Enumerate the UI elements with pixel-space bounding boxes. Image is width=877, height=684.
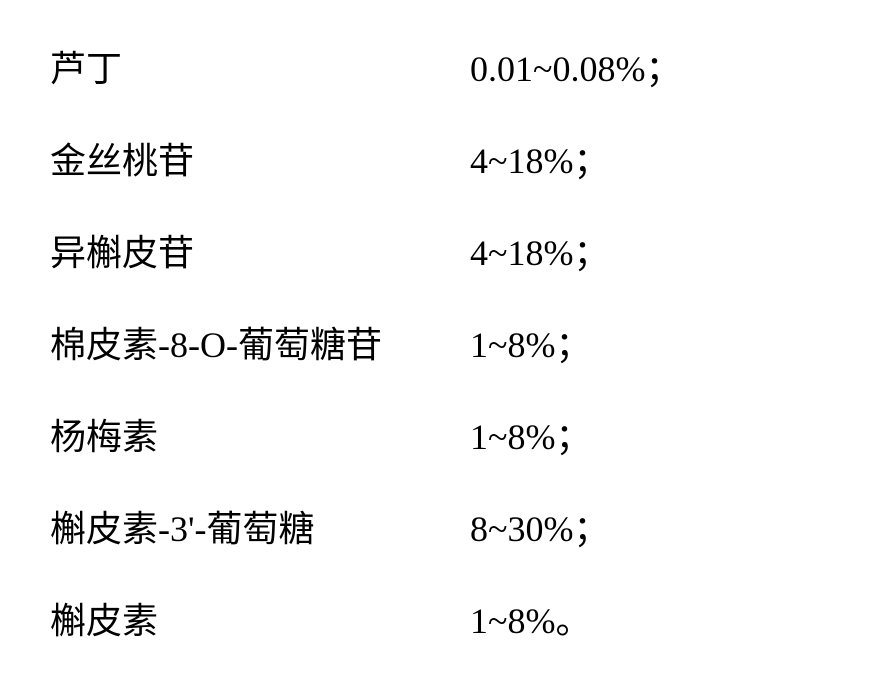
compound-value: 4~18%； (470, 132, 609, 184)
table-row: 棉皮素-8-O-葡萄糖苷 1~8%； (50, 316, 827, 368)
compound-label: 芦丁 (50, 40, 470, 92)
compound-value: 8~30%； (470, 500, 609, 552)
compound-label: 异槲皮苷 (50, 224, 470, 276)
compound-table: 芦丁 0.01~0.08%； 金丝桃苷 4~18%； 异槲皮苷 4~18%； 棉… (50, 40, 827, 644)
table-row: 杨梅素 1~8%； (50, 408, 827, 460)
compound-label: 槲皮素-3'-葡萄糖 (50, 500, 470, 552)
compound-value: 4~18%； (470, 224, 609, 276)
table-row: 槲皮素-3'-葡萄糖 8~30%； (50, 500, 827, 552)
compound-value: 0.01~0.08%； (470, 40, 681, 92)
compound-label: 槲皮素 (50, 592, 470, 644)
compound-value: 1~8%； (470, 408, 591, 460)
compound-value: 1~8%。 (470, 592, 591, 644)
table-row: 槲皮素 1~8%。 (50, 592, 827, 644)
compound-value: 1~8%； (470, 316, 591, 368)
compound-label: 杨梅素 (50, 408, 470, 460)
compound-label: 棉皮素-8-O-葡萄糖苷 (50, 316, 470, 368)
compound-label: 金丝桃苷 (50, 132, 470, 184)
table-row: 金丝桃苷 4~18%； (50, 132, 827, 184)
table-row: 异槲皮苷 4~18%； (50, 224, 827, 276)
table-row: 芦丁 0.01~0.08%； (50, 40, 827, 92)
